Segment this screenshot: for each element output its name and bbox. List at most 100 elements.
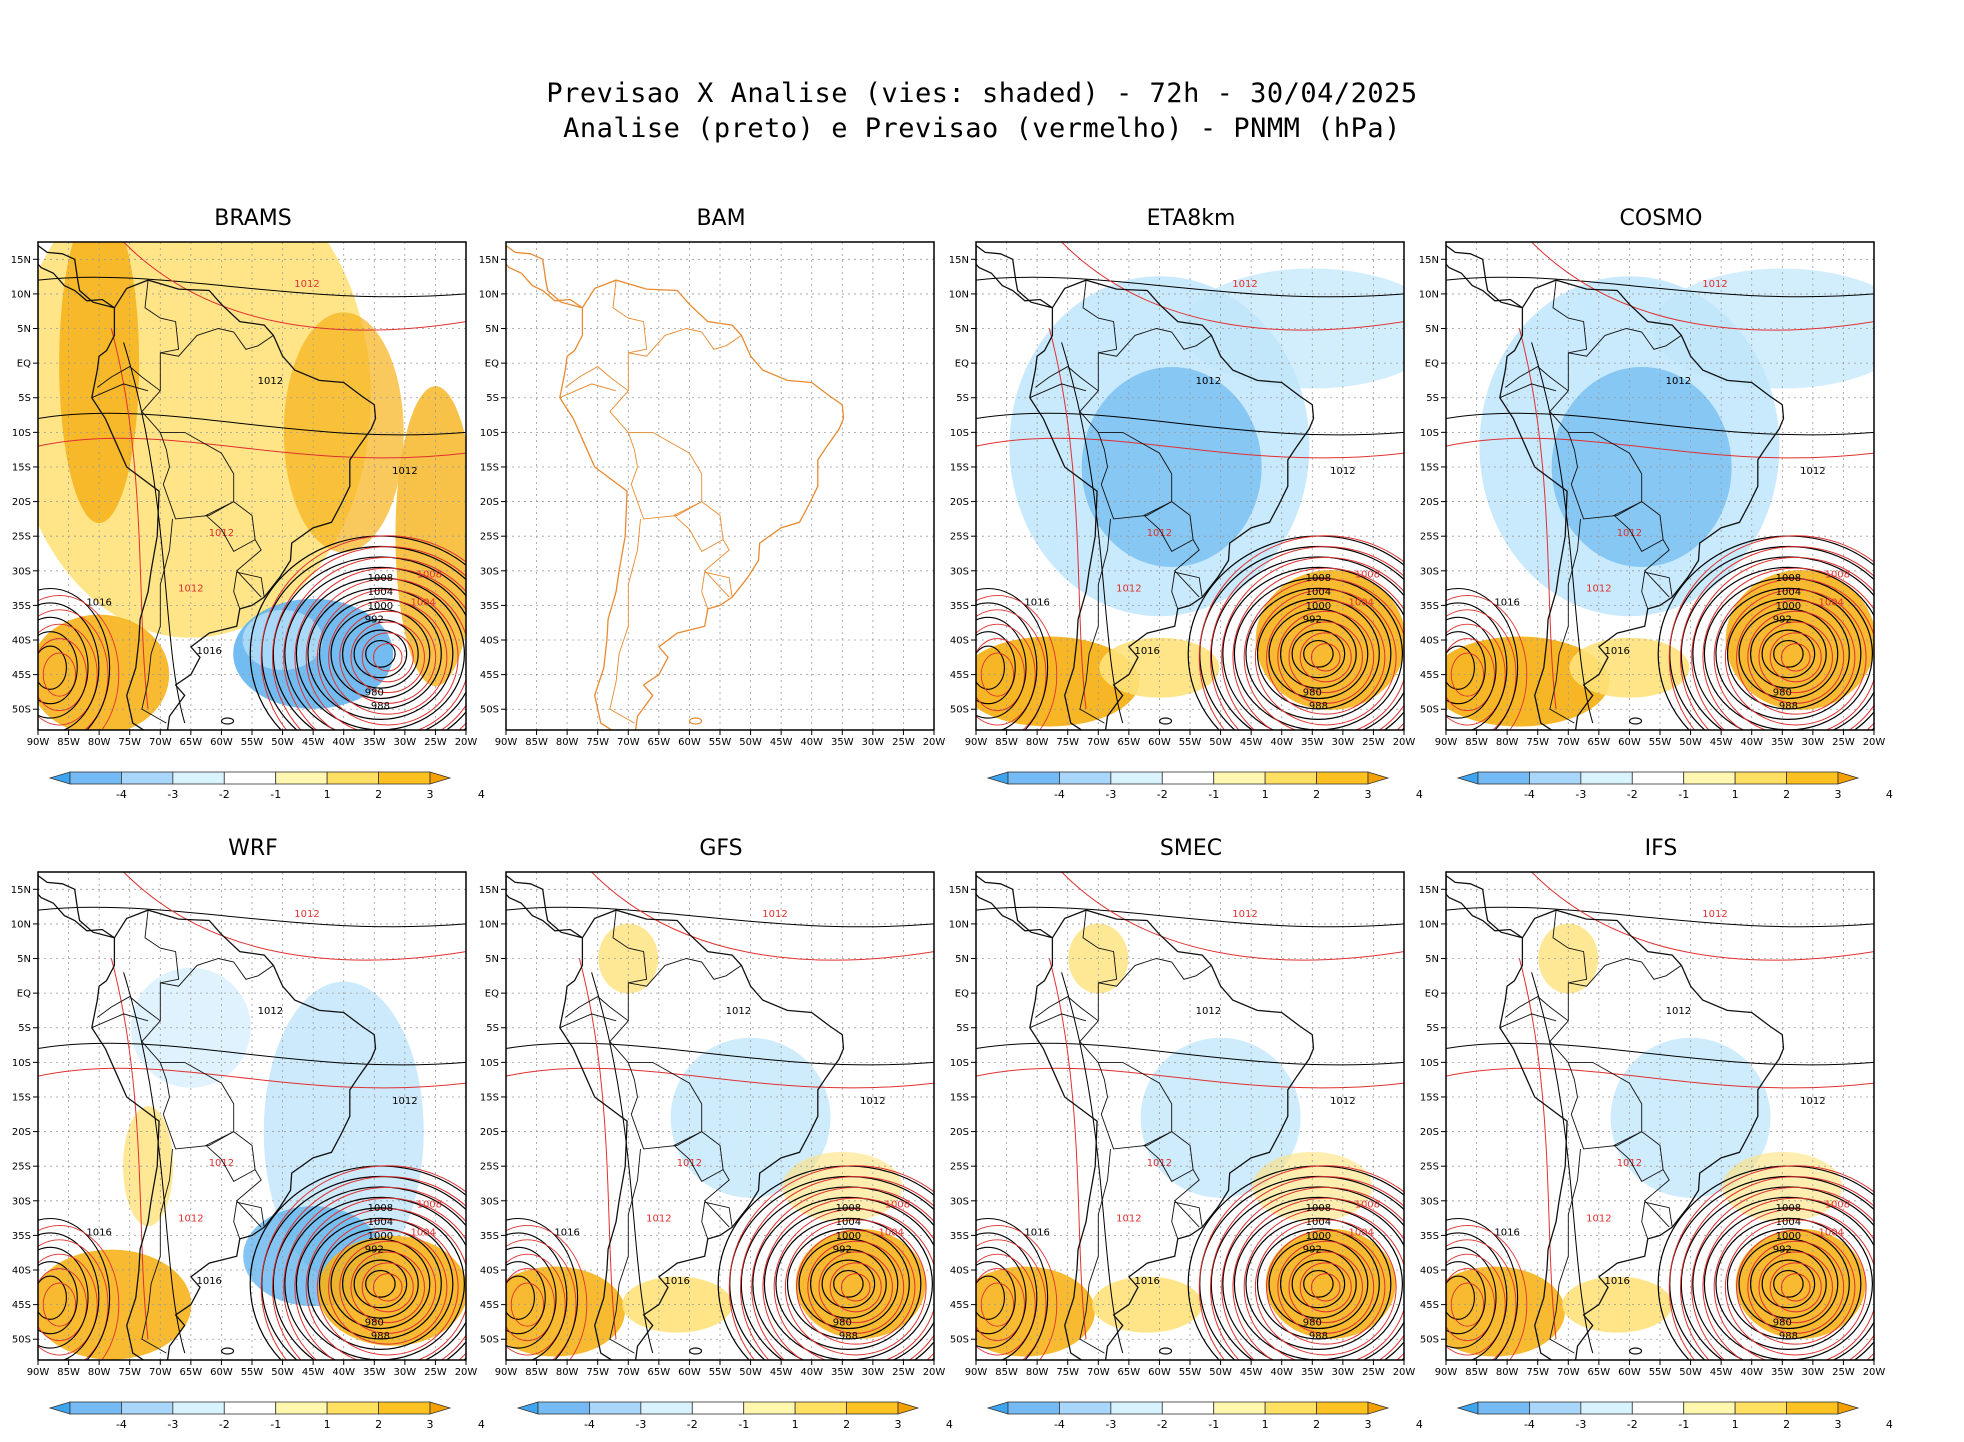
- lon-tick-label: 65W: [180, 1367, 203, 1378]
- lat-tick-label: 15N: [1419, 885, 1439, 896]
- lon-tick-label: 25W: [892, 737, 915, 748]
- lon-tick-label: 60W: [1148, 737, 1171, 748]
- contour-label: 1000: [836, 1231, 861, 1242]
- contour-label: 1004: [410, 597, 435, 608]
- lat-tick-label: 25S: [480, 1162, 499, 1173]
- country-border: [1143, 1131, 1194, 1183]
- analysis-isobar: [1291, 629, 1346, 679]
- forecast-isobar: [1724, 589, 1867, 726]
- lon-tick-label: 85W: [525, 1367, 548, 1378]
- country-border: [144, 910, 180, 984]
- forecast-isobar: [740, 1176, 934, 1360]
- colorbar-swatch: [1734, 771, 1787, 785]
- lat-tick-label: 50S: [1420, 705, 1439, 716]
- colorbar-tick-label: 3: [427, 1418, 434, 1431]
- contour-label: 1012: [294, 279, 319, 290]
- country-border: [565, 996, 629, 1022]
- analysis-isobar: [976, 1275, 1005, 1320]
- contour-label: 1004: [1776, 587, 1801, 598]
- country-border: [1499, 1013, 1557, 1029]
- lon-tick-label: 40W: [1740, 737, 1763, 748]
- lat-tick-label: 40S: [12, 636, 31, 647]
- analysis-isobar: [976, 602, 1038, 730]
- forecast-isobar: [1299, 1262, 1352, 1313]
- forecast-isobar: [1266, 599, 1386, 715]
- country-border: [1567, 432, 1642, 520]
- colorbar-swatch: [846, 1401, 899, 1415]
- contour-label: 1008: [417, 1200, 442, 1211]
- forecast-isobar: [42, 652, 77, 697]
- forecast-isobar: [829, 1262, 882, 1313]
- colorbar-swatch: [1316, 771, 1369, 785]
- lon-tick-label: 40W: [800, 737, 823, 748]
- lat-tick-label: 10S: [12, 1058, 31, 1069]
- lon-tick-label: 20W: [1393, 737, 1416, 748]
- lat-tick-label: 45S: [12, 670, 31, 681]
- forecast-isobar: [751, 1186, 934, 1360]
- lat-tick-label: 35S: [950, 601, 969, 612]
- lat-tick-label: 25S: [480, 532, 499, 543]
- contour-label: 1012: [1196, 1006, 1221, 1017]
- lon-tick-label: 50W: [1209, 1367, 1232, 1378]
- lon-tick-label: 85W: [1465, 737, 1488, 748]
- forecast-isobar: [506, 1067, 934, 1089]
- lat-tick-label: 20S: [950, 1127, 969, 1138]
- bias-shade-area: [795, 1228, 926, 1339]
- lon-tick-label: 85W: [995, 737, 1018, 748]
- lat-tick-label: 50S: [12, 1335, 31, 1346]
- analysis-isobar: [506, 1261, 546, 1335]
- contour-label: 1016: [1604, 1276, 1629, 1287]
- contour-label: 1012: [646, 1214, 671, 1225]
- analysis-isobar: [786, 1228, 910, 1340]
- analysis-isobar: [976, 1246, 1027, 1349]
- panel-title-ifs: IFS: [1644, 836, 1678, 861]
- forecast-isobar: [350, 1251, 425, 1324]
- contour-label: 1004: [836, 1217, 861, 1228]
- colorbar-swatch: [1007, 1401, 1060, 1415]
- colorbar-tick-label: -2: [219, 1418, 230, 1431]
- bias-shade-area: [1182, 268, 1404, 389]
- falkland-islands: [688, 717, 703, 725]
- country-border: [1079, 958, 1212, 1042]
- lat-tick-label: 5S: [956, 1023, 969, 1034]
- forecast-isobar: [1736, 1229, 1856, 1345]
- country-border: [1613, 501, 1664, 553]
- contour-label: 1000: [368, 601, 393, 612]
- forecast-isobar: [1758, 1251, 1833, 1324]
- lat-tick-label: 10N: [1419, 919, 1439, 930]
- forecast-isobar: [272, 1176, 466, 1360]
- forecast-isobar: [976, 1239, 1047, 1360]
- analysis-isobar: [1210, 1186, 1404, 1360]
- contour-label: 980: [1303, 1317, 1322, 1328]
- lon-tick-label: 35W: [831, 737, 854, 748]
- forecast-isobar: [316, 589, 459, 726]
- lon-tick-label: 50W: [739, 737, 762, 748]
- country-border: [609, 1041, 730, 1228]
- contour-label: 1000: [1306, 1231, 1331, 1242]
- country-border: [233, 1201, 265, 1240]
- lat-tick-label: 35S: [480, 601, 499, 612]
- forecast-isobar: [1724, 1219, 1867, 1356]
- colorbar-eta8km: -4 -3 -2 -1 1 2 3 4: [986, 771, 1423, 812]
- contour-label: 1004: [1348, 597, 1373, 608]
- analysis-isobar: [810, 1249, 887, 1319]
- lon-tick-label: 80W: [88, 737, 111, 748]
- forecast-isobar: [328, 599, 448, 715]
- colorbar-swatch: [1477, 1401, 1530, 1415]
- colorbar-tick-label: 3: [1365, 1418, 1372, 1431]
- analysis-isobar: [342, 1249, 419, 1319]
- colorbar-tick-label: 3: [895, 1418, 902, 1431]
- analysis-isobar: [976, 412, 1404, 436]
- lat-tick-label: 20S: [1420, 497, 1439, 508]
- lon-tick-label: 40W: [800, 1367, 823, 1378]
- lon-tick-label: 55W: [241, 1367, 264, 1378]
- contour-label: 1012: [1800, 1096, 1825, 1107]
- analysis-isobar: [38, 602, 100, 730]
- forecast-isobar: [591, 872, 934, 961]
- forecast-isobar: [506, 1268, 555, 1342]
- country-border: [1029, 383, 1087, 399]
- map-panel-wrf: 1016 1012 1012 1012 1012 1016 1012 1008 1004 1000…: [11, 871, 477, 1378]
- forecast-isobar: [42, 1282, 77, 1327]
- forecast-isobar: [1531, 872, 1874, 961]
- contour-label: 992: [1773, 615, 1792, 626]
